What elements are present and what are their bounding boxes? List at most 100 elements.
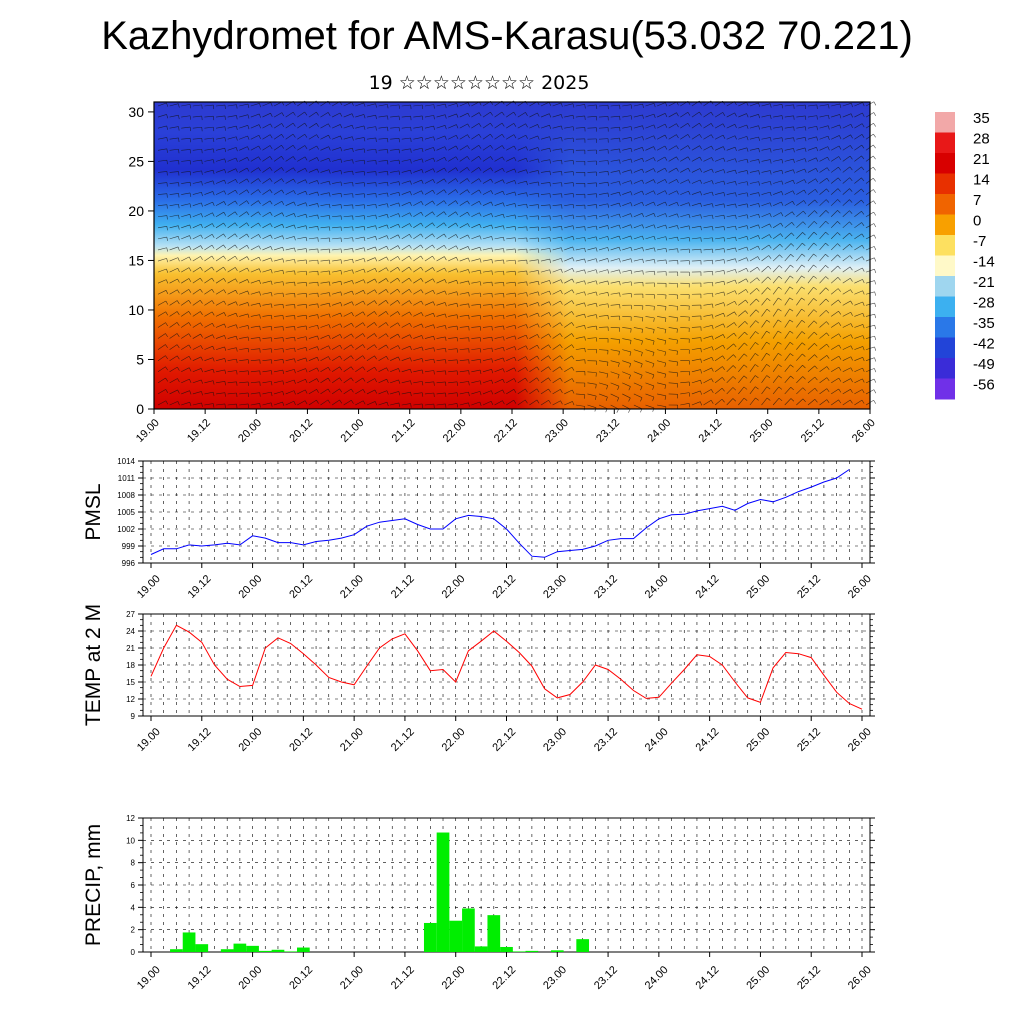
wind-barb — [355, 226, 365, 229]
wind-barb — [761, 265, 769, 273]
wind-barb — [331, 124, 341, 129]
wind-barb — [448, 348, 458, 350]
wind-barb-flag — [699, 111, 702, 116]
wind-barb-flag — [259, 326, 261, 331]
wind-barb — [378, 267, 387, 273]
wind-barb-flag — [688, 392, 691, 397]
wind-barb-flag — [479, 359, 482, 364]
wind-barb — [494, 281, 504, 284]
wind-barb-flag — [778, 275, 783, 279]
wind-barb-flag — [259, 337, 261, 342]
wind-barb-flag — [594, 407, 597, 412]
y-tick-label: 15 — [126, 678, 135, 687]
wind-barb — [819, 104, 829, 107]
wind-barb — [274, 303, 284, 306]
wind-barb-flag — [503, 237, 505, 242]
wind-barb-flag — [200, 256, 203, 260]
wind-barb — [842, 323, 851, 328]
x-tick-label: 21.00 — [338, 964, 366, 992]
wind-barb-flag — [514, 314, 517, 319]
wind-barb-flag — [642, 270, 644, 275]
wind-barb-flag — [363, 268, 366, 273]
wind-barb — [413, 158, 423, 162]
wind-barb — [761, 244, 770, 251]
wind-barb — [250, 392, 260, 395]
wind-barb-flag — [793, 148, 795, 153]
wind-barb — [761, 397, 768, 406]
colorbar-label: 0 — [973, 213, 981, 230]
wind-barb-flag — [559, 344, 563, 349]
wind-barb-flag — [421, 312, 424, 317]
wind-barb — [320, 292, 330, 295]
wind-barb-flag — [514, 237, 516, 242]
wind-barb — [772, 353, 779, 361]
wind-barb-flag — [479, 212, 482, 217]
x-tick-label: 22.12 — [490, 964, 518, 992]
wind-barb — [239, 167, 248, 173]
wind-barb — [598, 404, 608, 409]
wind-barb-flag — [236, 359, 238, 364]
wind-barb — [215, 158, 225, 162]
wind-barb — [715, 226, 725, 229]
wind-barb-flag — [466, 167, 470, 171]
wind-barb-flag — [770, 114, 772, 119]
wind-barb — [424, 157, 434, 162]
wind-barb-flag — [490, 111, 493, 116]
wind-barb — [401, 180, 411, 184]
wind-barb — [796, 365, 803, 372]
wind-barb-flag — [641, 202, 644, 206]
x-tick-label: 23.12 — [592, 726, 620, 754]
wind-barb-flag — [362, 355, 366, 360]
wind-barb — [227, 267, 236, 273]
wind-barb-flag — [177, 257, 180, 262]
wind-barb — [494, 156, 503, 162]
wind-barb-flag — [398, 224, 401, 228]
wind-barb — [424, 136, 434, 140]
wind-barb — [552, 236, 562, 240]
wind-barb-flag — [816, 147, 819, 152]
wind-barb-flag — [873, 223, 877, 228]
wind-barb — [227, 358, 237, 361]
wind-barb — [169, 246, 179, 251]
wind-barb-flag — [420, 266, 424, 271]
wind-barb — [308, 191, 318, 195]
wind-barb — [796, 342, 803, 350]
wind-barb-flag — [444, 290, 447, 295]
wind-barb-flag — [258, 222, 261, 227]
wind-barb — [749, 266, 758, 273]
wind-barb-flag — [375, 246, 378, 251]
wind-barb-flag — [234, 244, 238, 249]
wind-barb-flag — [665, 236, 668, 241]
wind-barb-flag — [165, 400, 169, 405]
wind-barb — [308, 203, 318, 206]
wind-barb-flag — [861, 177, 865, 182]
wind-barb — [807, 354, 815, 361]
wind-barb-flag — [664, 351, 667, 356]
wind-barb-flag — [362, 300, 366, 305]
wind-barb — [436, 178, 445, 184]
wind-barb-flag — [281, 145, 285, 149]
wind-barb — [714, 344, 724, 350]
wind-barb — [587, 269, 597, 273]
wind-barb-flag — [526, 324, 528, 329]
wind-barb — [471, 223, 480, 229]
wind-barb-flag — [827, 146, 830, 151]
wind-barb-flag — [305, 214, 308, 219]
wind-barb-flag — [212, 369, 215, 374]
wind-barb-flag — [630, 191, 633, 196]
wind-barb — [482, 156, 491, 162]
wind-barb-flag — [537, 147, 540, 152]
wind-barb — [355, 377, 364, 384]
cs-x-tick-label: 23.12 — [594, 417, 622, 445]
wind-barb — [401, 223, 410, 229]
wind-barb-flag — [189, 224, 192, 229]
wind-barb-flag — [735, 236, 737, 242]
wind-barb-flag — [467, 145, 470, 150]
wind-barb — [482, 379, 492, 384]
wind-barb-flag — [549, 237, 551, 242]
wind-barb-flag — [746, 236, 749, 241]
wind-barb — [285, 358, 295, 361]
wind-barb — [401, 159, 411, 162]
colorbar-swatch — [935, 214, 955, 236]
wind-barb — [796, 221, 804, 229]
